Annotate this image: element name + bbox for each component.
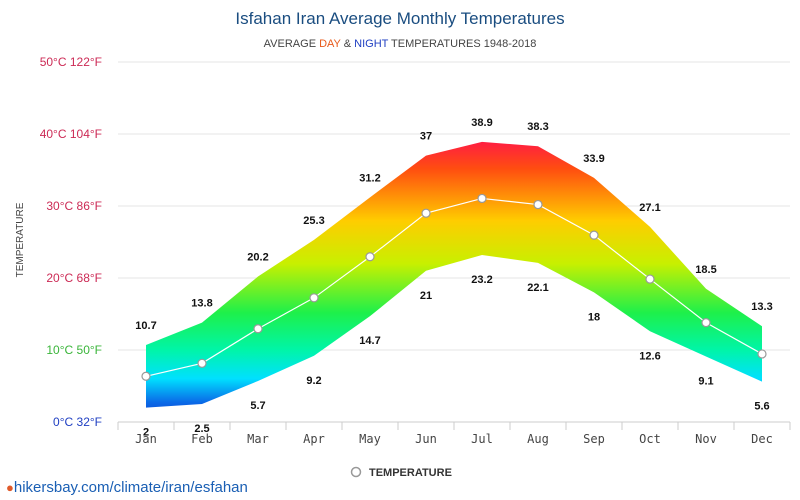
legend-label: TEMPERATURE [369,467,452,479]
night-value-label: 18 [588,311,600,323]
day-value-label: 25.3 [303,215,324,227]
temperature-chart: Isfahan Iran Average Monthly Temperature… [15,9,791,479]
x-tick-label: Aug [527,432,549,446]
average-point [645,274,655,284]
average-point [701,318,711,328]
average-point [197,358,207,368]
average-line [145,197,763,377]
day-value-label: 38.9 [471,117,492,129]
legend[interactable]: TEMPERATURE [350,466,452,479]
day-value-label: 10.7 [135,320,156,332]
average-point [253,324,263,334]
x-tick-label: Jun [415,432,437,446]
x-tick-label: Jul [471,432,493,446]
day-value-label: 13.8 [191,298,212,310]
y-tick-label: 10°C 50°F [46,343,102,357]
x-tick-label: Jan [135,432,157,446]
temperature-band [146,141,762,408]
subtitle-night: NIGHT [354,38,389,50]
y-axis-label: TEMPERATURE [15,202,26,277]
average-point [589,230,599,240]
location-pin-icon: ● [6,480,14,495]
day-value-labels: 10.7 13.8 20.2 25.3 31.2 37 38.9 38.3 33.9 27.1 18… [135,117,772,332]
night-value-label: 2.5 [194,423,209,435]
average-point [141,371,151,381]
x-tick-label: Dec [751,432,773,446]
subtitle-prefix: AVERAGE [264,38,319,50]
average-point [365,252,375,262]
night-value-label: 2 [143,427,149,439]
x-tick-label: Feb [191,432,213,446]
subtitle-suffix: TEMPERATURES 1948-2018 [388,38,536,50]
night-value-label: 14.7 [359,335,380,347]
subtitle-amp: & [341,38,354,50]
average-point [421,208,431,218]
average-markers [141,193,767,381]
y-tick-label: 50°C 122°F [40,55,102,69]
night-value-label: 22.1 [527,282,548,294]
y-tick-label: 20°C 68°F [46,271,102,285]
source-text: hikersbay.com/climate/iran/esfahan [13,479,248,496]
day-value-label: 27.1 [639,202,660,214]
average-point [533,199,543,210]
night-value-label: 12.6 [639,350,660,362]
night-value-labels: 2 2.5 5.7 9.2 14.7 21 23.2 22.1 18 12.6 9.1 5.6 [143,274,770,439]
night-value-label: 23.2 [471,274,492,286]
chart-title: Isfahan Iran Average Monthly Temperature… [235,9,564,28]
y-tick-label: 40°C 104°F [40,127,102,141]
x-tick-label: Apr [303,432,325,446]
x-tick-label: May [359,432,381,446]
x-tick-label: Sep [583,432,605,446]
x-tick-label: Nov [695,432,717,446]
average-point [309,293,319,303]
y-axis-ticks: 0°C 32°F 10°C 50°F 20°C 68°F 30°C 86°F 40°C … [40,55,102,429]
legend-marker-icon [350,466,362,478]
x-axis-ticks: Jan Feb Mar Apr May Jun Jul Aug Sep Oct Nov Dec [135,432,773,446]
average-point [477,193,487,204]
night-value-label: 9.1 [698,375,713,387]
x-tick-label: Mar [247,432,269,446]
chart-subtitle: AVERAGE DAY & NIGHT TEMPERATURES 1948-20… [264,38,537,50]
day-value-label: 13.3 [751,301,772,313]
x-tick-label: Oct [639,432,661,446]
night-value-label: 5.6 [754,401,769,413]
average-line-path [145,197,763,377]
temperature-area [146,141,762,408]
day-value-label: 38.3 [527,121,548,133]
night-value-label: 5.7 [250,400,265,412]
source-link[interactable]: ●hikersbay.com/climate/iran/esfahan [6,479,248,496]
y-tick-label: 30°C 86°F [46,199,102,213]
subtitle-day: DAY [319,38,341,50]
day-value-label: 31.2 [359,172,380,184]
day-value-label: 33.9 [583,153,604,165]
night-value-label: 21 [420,290,432,302]
night-value-label: 9.2 [306,375,321,387]
average-point [757,349,767,359]
day-value-label: 20.2 [247,252,268,264]
day-value-label: 37 [420,131,432,143]
day-value-label: 18.5 [695,264,716,276]
y-tick-label: 0°C 32°F [53,415,102,429]
